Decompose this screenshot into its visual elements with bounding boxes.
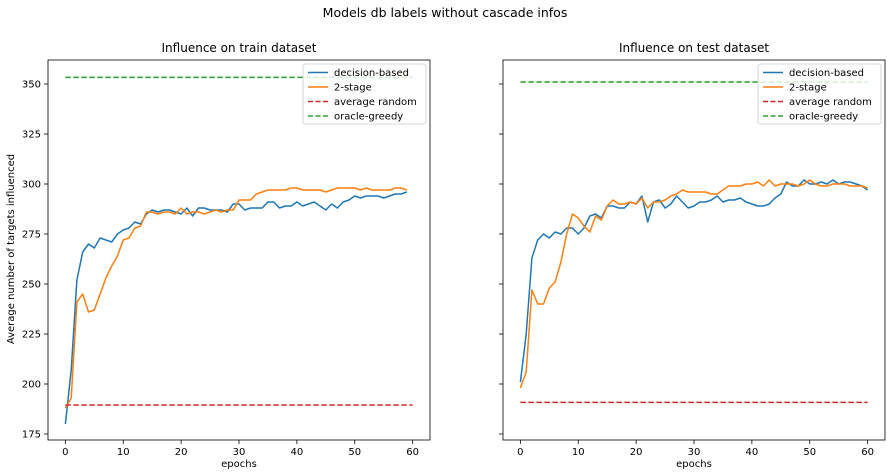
legend: decision-based 2-stage average random oracl… [757,63,882,125]
legend-entry: average random [334,97,417,108]
x-tick-label: 50 [803,447,816,458]
y-tick-label: 350 [22,80,41,91]
shared-y-axis-label: Average number of targets influenced [6,154,17,344]
x-tick-label: 20 [630,447,643,458]
y-tick-label: 275 [22,230,41,241]
chart-panel-2: Influence on test dataset 0 10 20 30 40 50 60 ep… [499,41,886,470]
x-tick-label: 10 [117,447,130,458]
legend-entry: oracle-greedy [789,112,858,123]
x-tick-label: 30 [688,447,701,458]
panel-title: Influence on test dataset [619,41,769,55]
x-tick-label: 40 [291,447,304,458]
x-tick-label: 40 [746,447,759,458]
y-tick-label: 175 [22,430,41,441]
x-tick-label: 30 [233,447,246,458]
series-line-decision-based [64,191,408,425]
x-tick-label: 60 [861,447,874,458]
x-tick-label: 10 [572,447,585,458]
y-tick-label: 200 [22,380,41,391]
legend-box [302,63,427,125]
legend-entry: 2-stage [334,83,372,94]
legend-entry: decision-based [334,68,409,79]
legend-entry: oracle-greedy [334,112,403,123]
legend-entry: 2-stage [789,83,827,94]
x-tick-label: 0 [62,447,68,458]
x-tick-label: 20 [175,447,188,458]
series-line-2-stage [519,179,868,389]
chart-panel-1: Influence on train dataset 0 10 20 30 40 50 60 1… [22,41,431,470]
suptitle: Models db labels without cascade infos [323,5,568,20]
series-line-2-stage [64,187,408,409]
panel-title: Influence on train dataset [162,41,317,55]
legend-entry: decision-based [789,68,864,79]
x-tick-label: 60 [406,447,419,458]
y-tick-label: 250 [22,280,41,291]
y-tick-label: 225 [22,330,41,341]
legend-box [757,63,882,125]
x-tick-label: 0 [517,447,523,458]
x-axis-label: epochs [676,459,712,470]
series-line-decision-based [519,179,869,383]
x-tick-label: 50 [348,447,361,458]
y-tick-label: 325 [22,130,41,141]
legend: decision-based 2-stage average random oracl… [302,63,427,125]
x-axis-label: epochs [221,459,257,470]
legend-entry: average random [789,97,872,108]
y-tick-label: 300 [22,180,41,191]
